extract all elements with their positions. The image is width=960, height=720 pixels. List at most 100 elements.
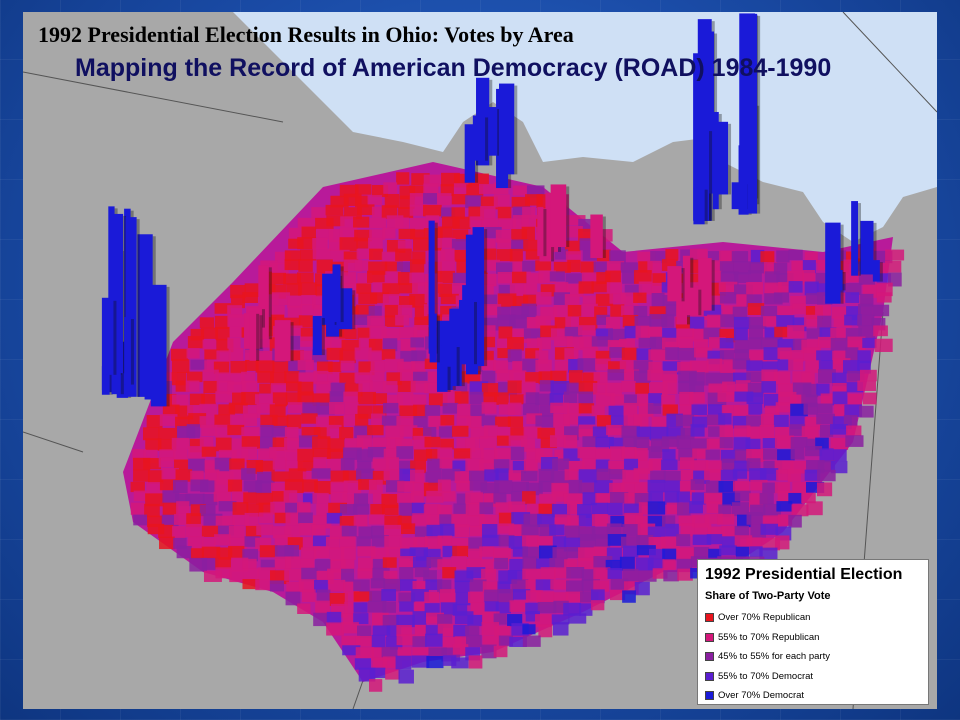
area-block (258, 512, 273, 524)
area-block (439, 514, 453, 526)
area-block (383, 469, 403, 481)
area-block (425, 612, 444, 624)
area-block (539, 524, 556, 537)
area-block (634, 448, 648, 461)
area-block (452, 216, 471, 230)
area-bar (249, 311, 257, 361)
area-block (440, 415, 455, 426)
area-block (496, 249, 513, 262)
area-block (202, 493, 218, 506)
area-block (330, 249, 350, 261)
area-block (802, 260, 816, 274)
area-block (707, 404, 724, 415)
area-block (241, 468, 256, 481)
area-block (609, 469, 627, 480)
area-block (256, 471, 275, 484)
area-block (190, 359, 207, 370)
area-block (846, 425, 862, 436)
legend-item: Over 70% Republican (705, 608, 921, 628)
area-block (133, 490, 150, 502)
area-block (607, 502, 623, 516)
area-block (749, 350, 768, 363)
area-block (175, 380, 190, 392)
area-block (424, 382, 443, 394)
area-bar-shade (268, 267, 272, 340)
area-block (187, 405, 203, 416)
area-block (747, 303, 765, 315)
area-block (661, 394, 676, 407)
area-block (509, 283, 527, 297)
area-block (381, 328, 401, 341)
area-block (384, 261, 403, 272)
area-block (703, 304, 722, 316)
area-block (369, 217, 386, 229)
area-block (367, 195, 382, 206)
area-block (327, 438, 345, 452)
area-block (426, 250, 446, 262)
area-block (788, 514, 802, 528)
area-block (214, 457, 232, 472)
legend-label: 45% to 55% for each party (718, 651, 830, 663)
area-block (271, 471, 290, 482)
area-block (748, 402, 763, 415)
area-block (538, 545, 557, 559)
area-block (228, 348, 244, 361)
area-bar (697, 129, 710, 221)
area-block (512, 589, 531, 600)
area-block (354, 229, 372, 242)
area-bar-shade (290, 322, 294, 362)
area-block (801, 426, 819, 439)
area-block (525, 194, 543, 206)
area-block (648, 548, 666, 560)
area-block (540, 567, 556, 580)
area-block (493, 645, 508, 658)
area-block (158, 524, 174, 538)
area-bar (537, 207, 544, 257)
area-block (551, 503, 571, 518)
area-block (704, 492, 723, 504)
area-block (638, 570, 657, 582)
area-block (676, 502, 691, 516)
area-block (285, 512, 301, 526)
area-block (805, 481, 825, 493)
area-block (383, 182, 398, 194)
area-block (453, 382, 468, 394)
area-block (522, 635, 541, 647)
area-block (804, 251, 818, 264)
area-block (397, 240, 413, 251)
area-block (456, 493, 471, 505)
area-block (790, 403, 808, 417)
area-block (847, 370, 865, 382)
area-block (438, 426, 453, 438)
area-block (609, 482, 625, 494)
area-block (412, 556, 431, 568)
area-block (550, 402, 570, 414)
state-boundary (23, 12, 937, 709)
area-block (427, 458, 442, 472)
area-block (270, 372, 287, 386)
area-block (469, 579, 487, 592)
area-block (493, 194, 510, 208)
area-block (400, 548, 416, 559)
area-block (761, 381, 776, 393)
legend-item: Over 70% Democrat (705, 686, 921, 706)
area-block (339, 227, 358, 239)
area-block (312, 248, 331, 260)
area-block (188, 536, 204, 551)
area-bar-shade (842, 272, 846, 291)
area-block (456, 404, 471, 418)
area-block (720, 314, 735, 328)
area-block (677, 336, 693, 351)
area-block (440, 438, 454, 450)
area-block (636, 545, 656, 556)
area-block (245, 359, 259, 371)
area-block (522, 624, 536, 635)
area-block (675, 273, 691, 286)
area-block (746, 371, 765, 383)
area-block (441, 216, 460, 229)
area-bar (825, 222, 841, 304)
area-block (465, 625, 480, 636)
area-bar-shade (873, 222, 877, 275)
area-block (578, 469, 598, 483)
area-block (619, 556, 635, 571)
